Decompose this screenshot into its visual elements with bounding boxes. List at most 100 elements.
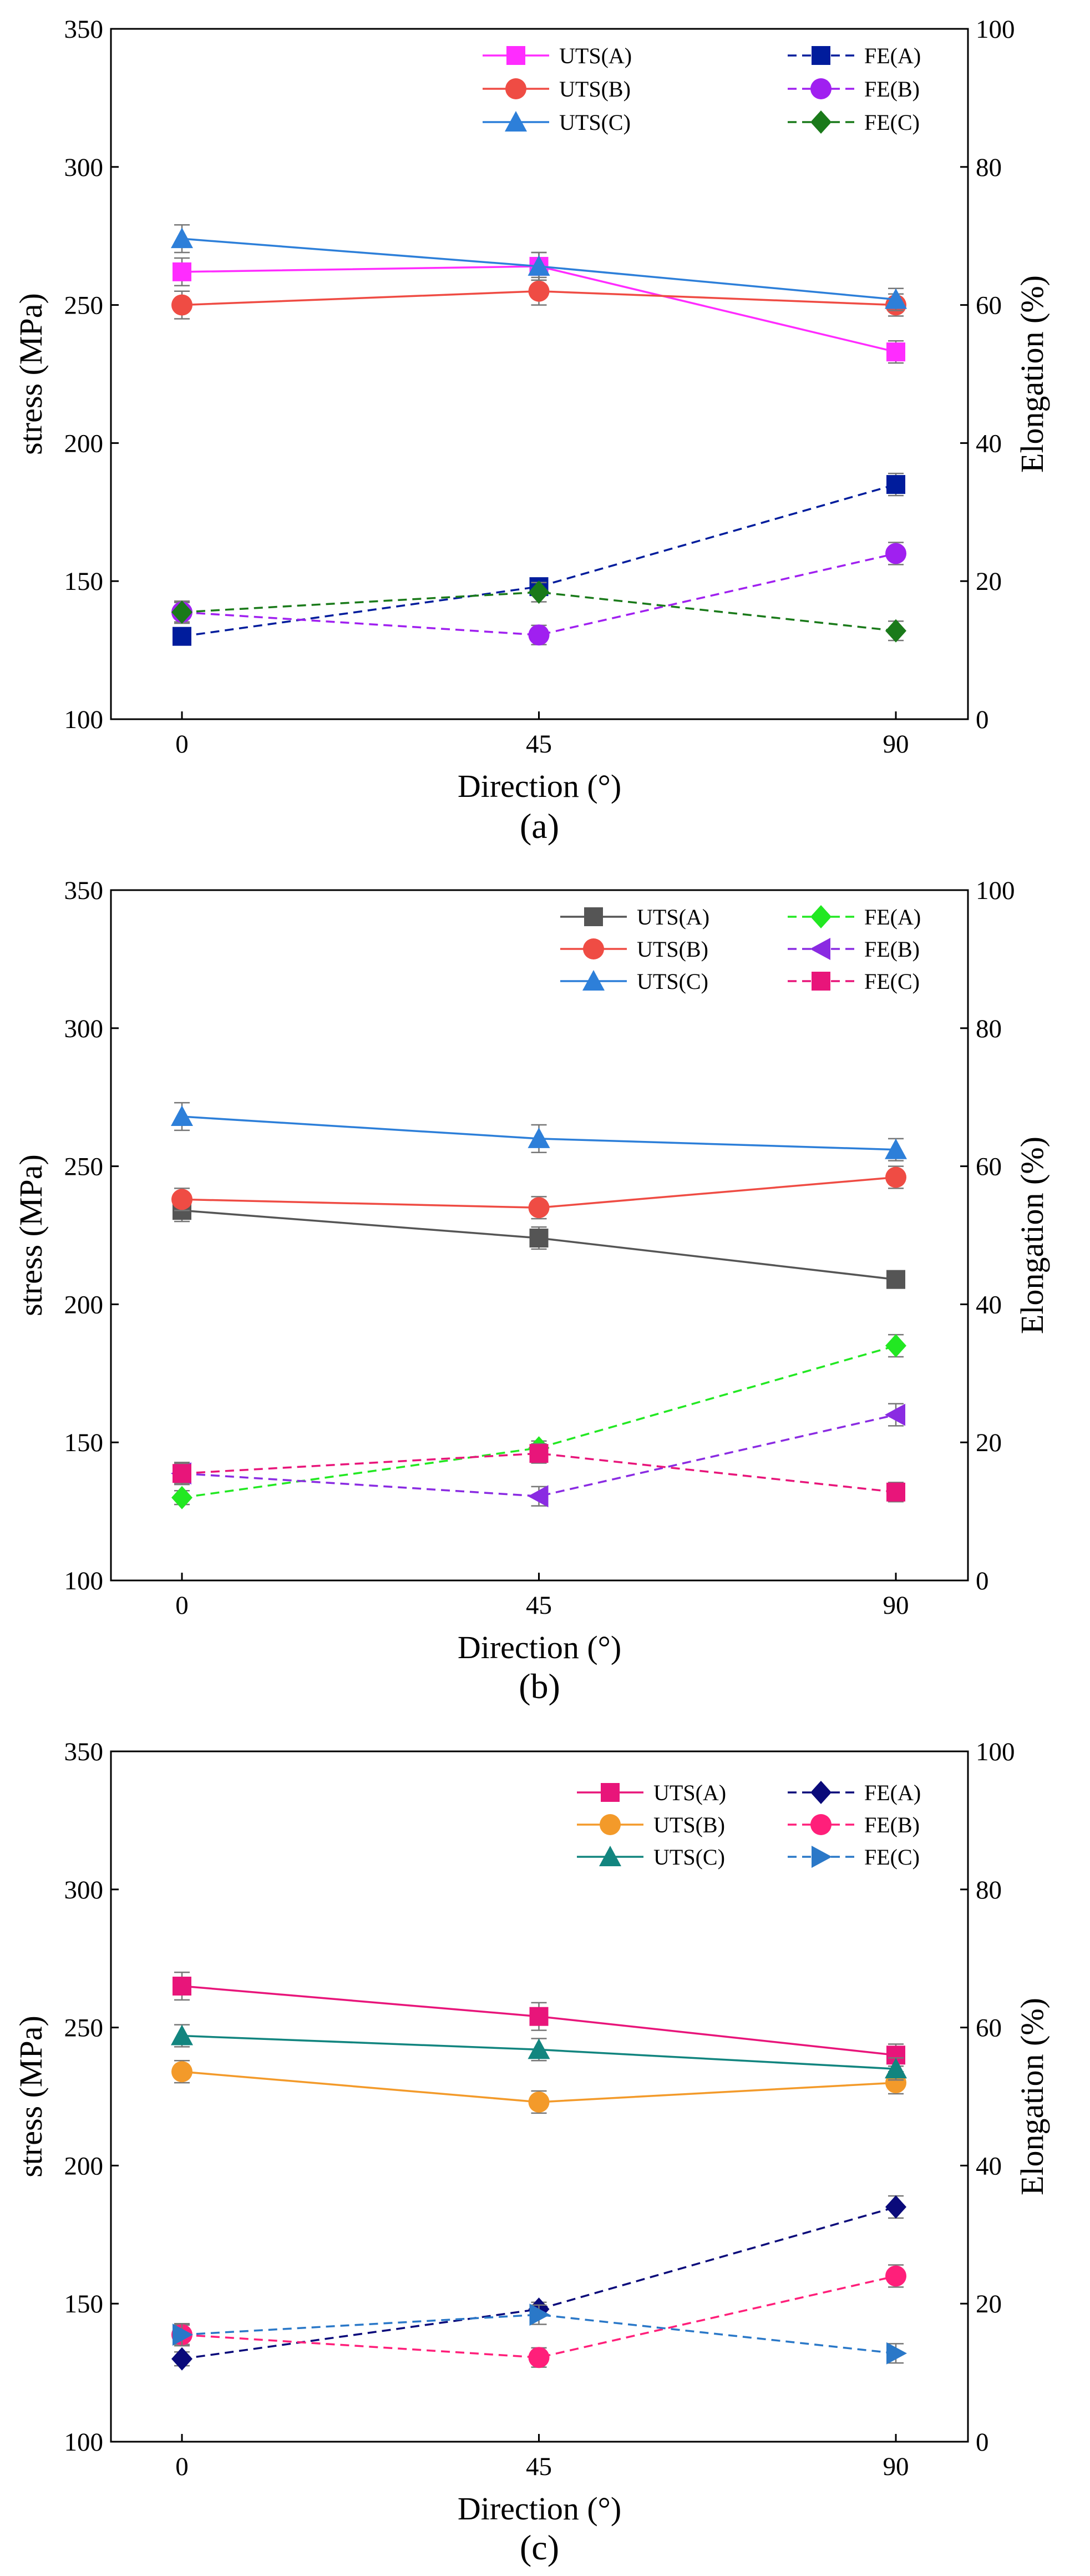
data-point <box>171 600 192 624</box>
series-utsc <box>171 2024 907 2081</box>
y-tick-label: 350 <box>64 1737 104 1766</box>
series-fea <box>173 472 905 646</box>
data-point <box>171 294 192 316</box>
data-point <box>173 262 191 281</box>
legend-item: UTS(B) <box>560 937 708 962</box>
data-point <box>528 280 550 302</box>
legend-label: FE(A) <box>864 905 921 930</box>
series-fea <box>171 1334 906 1509</box>
legend-marker <box>505 78 526 99</box>
chart-panel-c: 100 150 200 250 300 350 0 20 40 60 80 100 0 45 90 Direc… <box>13 1737 1050 2567</box>
legend-item: FE(C) <box>788 110 920 135</box>
series-utsc <box>171 1102 907 1161</box>
legend-marker <box>582 970 605 991</box>
series-utsb <box>171 276 906 320</box>
y2-tick-label: 0 <box>976 2428 989 2457</box>
series-line <box>181 1345 896 1499</box>
legend: UTS(A) UTS(B) UTS(C) FE(A) FE(B) FE(C) <box>483 43 921 135</box>
legend-label: UTS(C) <box>653 1845 725 1870</box>
series-line <box>181 2275 896 2358</box>
data-point <box>886 2342 907 2365</box>
series-line <box>181 483 896 638</box>
data-point <box>885 543 906 564</box>
legend-label: FE(C) <box>864 969 920 994</box>
legend-marker <box>810 78 832 99</box>
y2-tick-label: 60 <box>976 291 1002 320</box>
data-point <box>885 2265 906 2287</box>
y-tick-label: 200 <box>64 429 104 458</box>
y-tick-label: 150 <box>64 567 104 596</box>
legend-label: FE(B) <box>864 77 920 102</box>
data-point <box>528 1197 550 1219</box>
y2-tick-label: 80 <box>976 153 1002 182</box>
data-point <box>528 624 550 646</box>
x-tick-label: 0 <box>175 2452 189 2481</box>
y-tick-label: 100 <box>64 2428 104 2457</box>
y2-tick-label: 20 <box>976 567 1002 596</box>
y2-tick-label: 40 <box>976 2151 1002 2180</box>
y-tick-label: 350 <box>64 15 104 44</box>
data-point <box>171 2024 193 2045</box>
data-point <box>885 2195 906 2219</box>
data-point <box>528 255 550 276</box>
legend-label: UTS(B) <box>637 937 708 962</box>
legend-marker <box>583 938 604 959</box>
y-tick-label: 250 <box>64 291 104 320</box>
legend-label: FE(A) <box>864 1780 921 1805</box>
legend-marker <box>810 1814 832 1835</box>
legend-label: FE(C) <box>864 110 920 135</box>
y-tick-label: 300 <box>64 153 104 182</box>
data-point <box>528 2038 550 2059</box>
legend-label: UTS(C) <box>559 110 631 135</box>
data-point <box>173 627 191 646</box>
legend-label: FE(A) <box>864 43 921 68</box>
legend-item: UTS(B) <box>483 77 631 102</box>
y2-tick-label: 0 <box>976 1567 989 1595</box>
x-tick-label: 45 <box>526 730 552 759</box>
data-point <box>528 1127 550 1148</box>
data-point <box>885 1334 906 1358</box>
y2-tick-label: 20 <box>976 2290 1002 2319</box>
y2-tick-label: 100 <box>976 876 1015 905</box>
legend-label: FE(B) <box>864 1812 920 1837</box>
legend-item: FE(C) <box>788 1845 920 1870</box>
legend-label: UTS(B) <box>559 77 631 102</box>
legend-item: UTS(A) <box>560 905 709 930</box>
y-axis-title: stress (MPa) <box>13 1154 49 1316</box>
y2-axis-title: Elongation (%) <box>1014 1137 1050 1334</box>
legend-marker <box>599 1846 621 1866</box>
legend-label: UTS(A) <box>559 43 632 68</box>
series-line <box>181 552 896 636</box>
legend: UTS(A) UTS(B) UTS(C) FE(A) FE(B) FE(C) <box>577 1780 921 1870</box>
legend-marker <box>601 1783 620 1802</box>
data-point <box>171 2347 192 2371</box>
legend-item: FE(A) <box>788 43 921 68</box>
y-tick-label: 200 <box>64 1290 104 1319</box>
series-line <box>181 2314 896 2355</box>
x-tick-label: 45 <box>526 1591 552 1620</box>
y-tick-label: 100 <box>64 705 104 734</box>
chart-panel-a: 100 150 200 250 300 350 0 20 40 60 80 100 0 45 90 Direc… <box>13 15 1050 846</box>
legend-item: UTS(C) <box>577 1845 725 1870</box>
series-utsa <box>173 1971 905 2067</box>
y-axis-title: stress (MPa) <box>13 2016 49 2178</box>
y2-tick-label: 60 <box>976 2014 1002 2043</box>
series-fec <box>173 1443 905 1503</box>
data-point <box>885 288 907 309</box>
y-tick-label: 300 <box>64 1014 104 1043</box>
legend: UTS(A) UTS(B) UTS(C) FE(A) FE(B) FE(C) <box>560 905 921 994</box>
data-point <box>171 1486 192 1509</box>
data-point <box>529 1444 549 1463</box>
y2-tick-label: 40 <box>976 1290 1002 1319</box>
data-point <box>173 1976 191 1996</box>
legend-item: UTS(A) <box>577 1780 726 1805</box>
y2-tick-label: 80 <box>976 1876 1002 1905</box>
plot-frame <box>110 28 969 720</box>
series-utsc <box>171 224 907 311</box>
legend-label: UTS(A) <box>653 1780 726 1805</box>
legend-marker <box>810 110 832 134</box>
x-tick-label: 45 <box>526 2452 552 2481</box>
data-point <box>528 580 550 604</box>
